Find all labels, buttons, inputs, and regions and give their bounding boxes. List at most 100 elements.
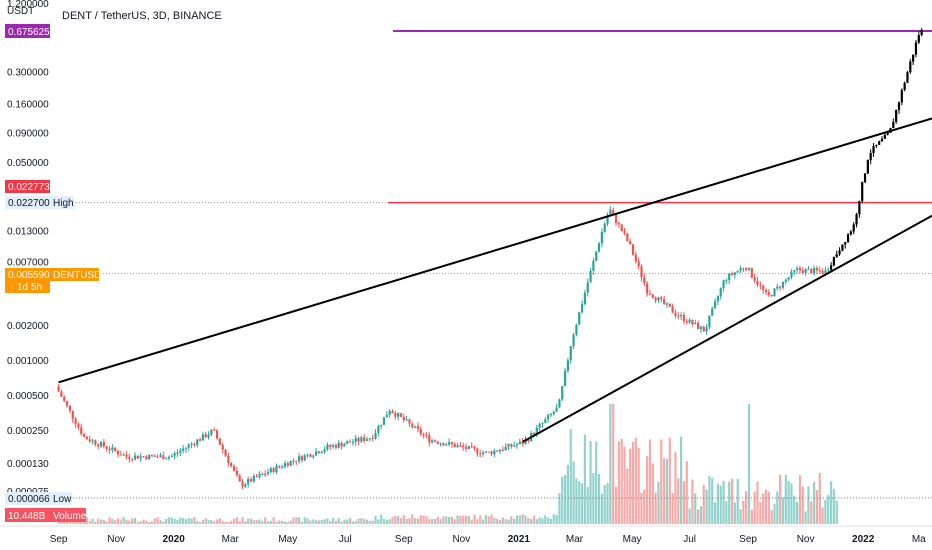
badge-red-text: 0.022773 bbox=[8, 182, 50, 193]
candle-body bbox=[640, 266, 643, 278]
volume-bar bbox=[145, 520, 148, 524]
candle-body bbox=[524, 439, 527, 444]
volume-bar bbox=[691, 479, 694, 524]
candle-body bbox=[626, 233, 629, 241]
candle-body bbox=[696, 322, 700, 330]
candle-body bbox=[436, 441, 439, 444]
candle-body bbox=[484, 451, 487, 453]
volume-bar bbox=[614, 487, 618, 524]
candle-body bbox=[343, 443, 346, 447]
candle-body bbox=[156, 456, 159, 458]
candle-body bbox=[552, 411, 555, 414]
time-axis[interactable]: Sep Nov 2020 Mar May Jul Sep Nov 2021 Mar May Jul Se… bbox=[0, 525, 932, 545]
trendline[interactable] bbox=[58, 117, 932, 384]
x-tick-label: 2021 bbox=[508, 534, 531, 545]
candle-body bbox=[878, 141, 881, 145]
badge-volume-label: Volume bbox=[53, 511, 87, 522]
volume-bar bbox=[589, 440, 592, 524]
volume-bar bbox=[275, 521, 278, 524]
candle-body bbox=[116, 450, 120, 455]
badge-high: 0.022700 High bbox=[5, 196, 74, 209]
candle-body bbox=[82, 434, 86, 437]
candle-body bbox=[835, 254, 838, 258]
candle-body bbox=[385, 415, 388, 418]
volume-bar bbox=[241, 517, 244, 524]
candle-body bbox=[303, 455, 306, 461]
volume-bar bbox=[462, 515, 465, 524]
volume-bar bbox=[80, 520, 83, 524]
candle-body bbox=[900, 90, 903, 103]
candle-body bbox=[182, 448, 185, 451]
candle-body bbox=[445, 444, 448, 446]
x-tick-label: Nov bbox=[452, 534, 470, 545]
volume-bar bbox=[815, 490, 819, 524]
volume-bar bbox=[351, 521, 354, 524]
candle-body bbox=[742, 268, 745, 270]
volume-bar bbox=[394, 515, 397, 524]
candle-body bbox=[597, 243, 601, 252]
volume-bar bbox=[116, 518, 120, 524]
volume-bar bbox=[750, 509, 753, 524]
volume-bars bbox=[57, 404, 838, 524]
candle-body bbox=[629, 240, 632, 245]
volume-bar bbox=[244, 521, 247, 524]
candle-body bbox=[368, 438, 371, 440]
volume-bar bbox=[756, 481, 759, 524]
candle-body bbox=[60, 391, 63, 397]
candle-body bbox=[97, 444, 100, 447]
volume-bar bbox=[617, 441, 620, 524]
volume-bar bbox=[685, 461, 688, 524]
volume-bar bbox=[215, 519, 219, 524]
candle-body bbox=[329, 444, 332, 447]
candle-body bbox=[394, 413, 397, 417]
candle-body bbox=[374, 432, 377, 439]
volume-bar bbox=[626, 468, 629, 524]
volume-bar bbox=[422, 515, 425, 524]
badge-countdown: 1d 5h bbox=[17, 282, 42, 293]
candle-body bbox=[914, 42, 918, 55]
candle-body bbox=[278, 465, 281, 467]
candle-body bbox=[609, 209, 612, 215]
candle-body bbox=[247, 479, 250, 485]
candle-body bbox=[606, 214, 609, 224]
trendline[interactable] bbox=[522, 214, 932, 443]
price-axis[interactable]: 1.200000 0.300000 0.160000 0.090000 0.050000… bbox=[7, 0, 49, 498]
candle-body bbox=[397, 413, 400, 417]
candle-body bbox=[139, 456, 142, 459]
candle-body bbox=[897, 102, 901, 111]
candle-body bbox=[479, 453, 482, 455]
candle-body bbox=[264, 474, 267, 476]
candle-body bbox=[586, 282, 589, 293]
volume-bar bbox=[552, 514, 555, 524]
candle-body bbox=[176, 452, 179, 454]
candle-body bbox=[895, 110, 898, 122]
candle-body bbox=[131, 458, 134, 460]
volume-bar bbox=[255, 520, 258, 524]
volume-bar bbox=[490, 514, 493, 524]
volume-bar bbox=[258, 519, 261, 524]
candle-body bbox=[148, 454, 151, 460]
volume-bar bbox=[640, 493, 643, 524]
candle-body bbox=[612, 209, 615, 214]
volume-bar bbox=[631, 442, 635, 524]
volume-bar bbox=[385, 519, 388, 524]
volume-bar bbox=[813, 482, 816, 524]
badge-top-purple-text: 0.675625 bbox=[8, 27, 50, 38]
candle-body bbox=[496, 450, 499, 452]
candle-body bbox=[357, 438, 360, 442]
volume-bar bbox=[580, 483, 584, 524]
x-tick-label: May bbox=[278, 534, 297, 545]
candle-body bbox=[620, 224, 623, 232]
volume-bar bbox=[102, 519, 105, 524]
candle-body bbox=[57, 386, 60, 392]
volume-bar bbox=[595, 441, 598, 524]
candle-body bbox=[716, 296, 719, 302]
volume-bar bbox=[207, 520, 210, 524]
badge-last-price: 0.005590 DENTUSDT 1d 5h bbox=[5, 268, 107, 293]
volume-bar bbox=[696, 509, 700, 524]
candle-body bbox=[733, 272, 736, 275]
volume-bar bbox=[380, 514, 383, 524]
candle-body bbox=[654, 297, 657, 301]
candle-body bbox=[187, 444, 190, 448]
